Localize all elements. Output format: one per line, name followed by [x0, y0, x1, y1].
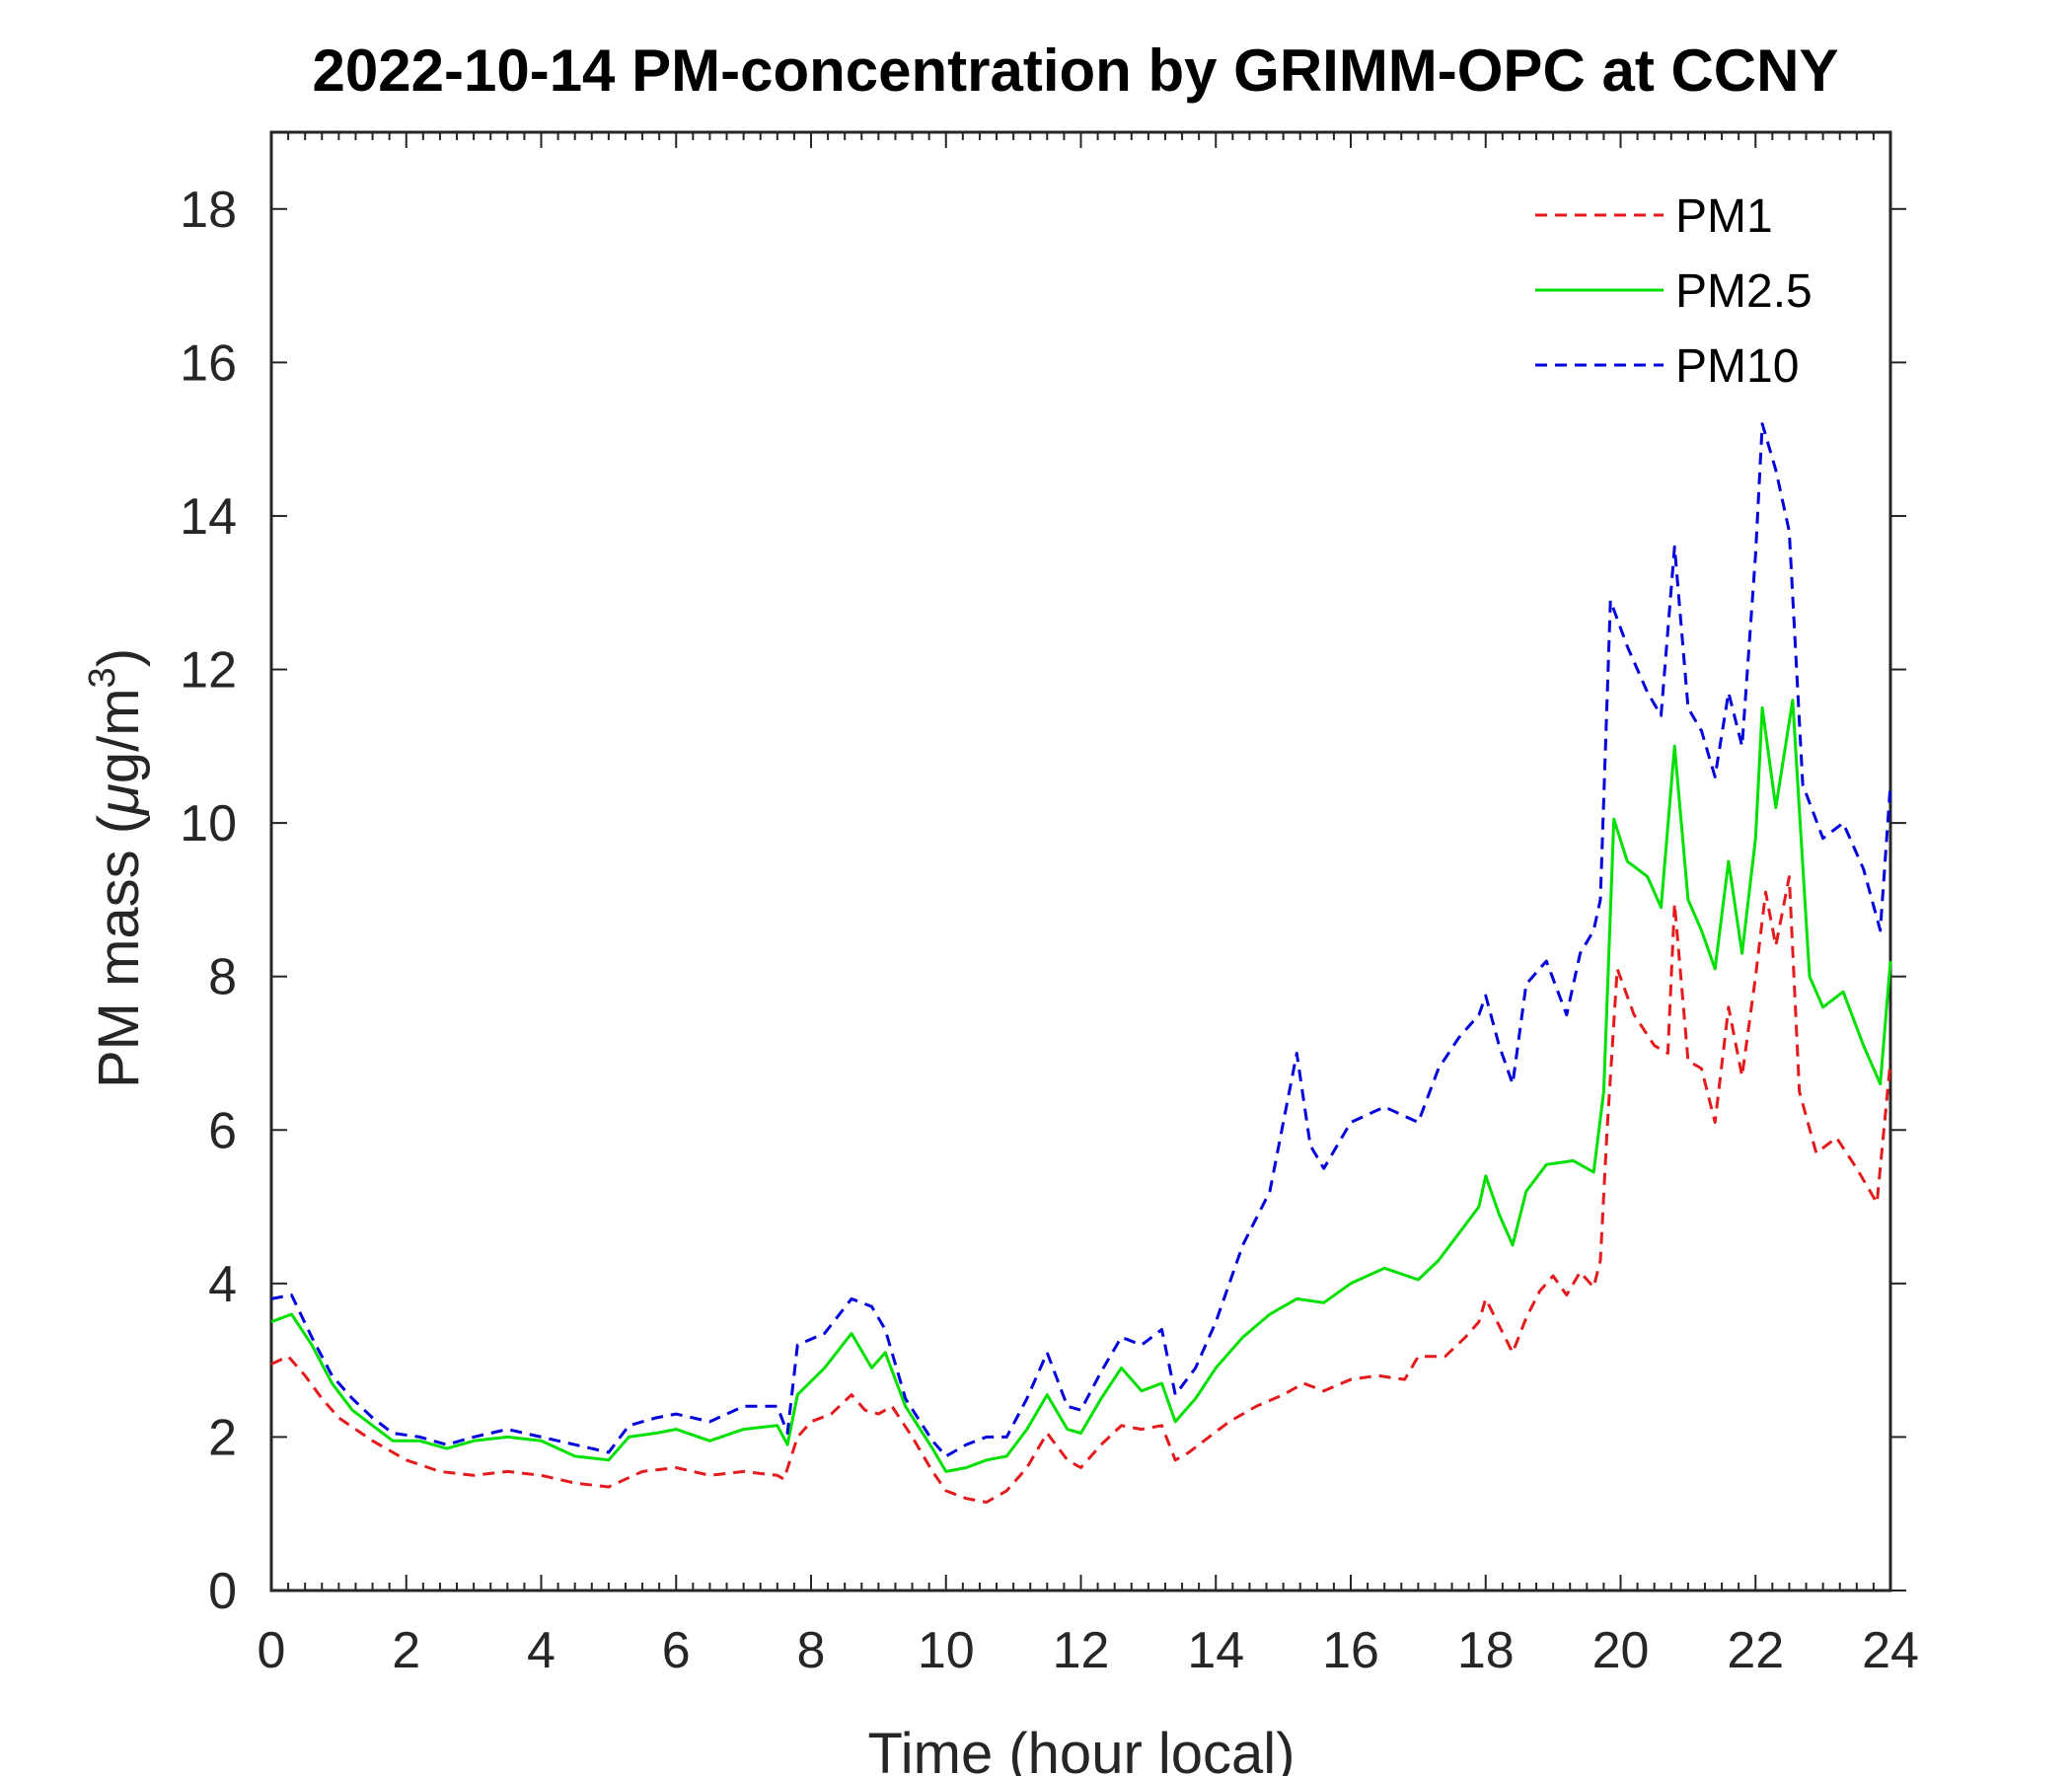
y-axis-label-close: ) [87, 648, 151, 667]
series-line-pm10 [270, 422, 1892, 1458]
x-tick-label: 4 [527, 1622, 555, 1679]
y-tick-label: 12 [180, 642, 237, 700]
y-tick-label: 4 [208, 1256, 237, 1313]
x-tick-label: 12 [1053, 1622, 1110, 1679]
series-lines [270, 422, 1892, 1504]
legend-label: PM10 [1675, 340, 1799, 393]
x-tick-labels: 0 2 4 6 8 10 12 14 16 18 20 22 24 [258, 1622, 1919, 1679]
x-tick-label: 14 [1187, 1622, 1244, 1679]
y-axis-label-exponent: 3 [82, 667, 123, 688]
x-tick-label: 24 [1862, 1622, 1919, 1679]
x-axis-label: Time (hour local) [868, 1722, 1295, 1776]
y-tick-label: 0 [208, 1563, 237, 1620]
legend: PM1 PM2.5 PM10 [1535, 190, 1813, 393]
x-tick-label: 18 [1457, 1622, 1515, 1679]
y-tick-label: 16 [180, 334, 237, 392]
x-tick-label: 10 [918, 1622, 975, 1679]
axis-ticks [270, 132, 1906, 1591]
y-tick-label: 10 [180, 795, 237, 852]
x-tick-label: 6 [662, 1622, 691, 1679]
x-tick-label: 8 [797, 1622, 826, 1679]
y-tick-label: 14 [180, 488, 237, 546]
y-tick-label: 6 [208, 1102, 237, 1159]
x-tick-label: 20 [1592, 1622, 1650, 1679]
x-tick-label: 0 [258, 1622, 286, 1679]
x-tick-label: 16 [1322, 1622, 1379, 1679]
series-line-pm1 [270, 875, 1892, 1504]
series-line-pm25 [270, 699, 1892, 1473]
legend-label: PM2.5 [1675, 265, 1813, 318]
legend-label: PM1 [1675, 190, 1773, 243]
y-tick-labels: 0 2 4 6 8 10 12 14 16 18 [180, 182, 237, 1620]
chart-title: 2022-10-14 PM-concentration by GRIMM-OPC… [313, 37, 1839, 104]
y-tick-label: 2 [208, 1409, 237, 1466]
y-axis-label: PM mass (μg/m3) [82, 648, 151, 1088]
y-axis-label-mu: μ [87, 783, 151, 817]
y-axis-label-main: PM mass ( [87, 815, 151, 1088]
x-tick-label: 2 [392, 1622, 420, 1679]
y-tick-label: 8 [208, 949, 237, 1006]
y-axis-label-unit: g/m [87, 688, 151, 783]
x-tick-label: 22 [1727, 1622, 1784, 1679]
y-tick-label: 18 [180, 182, 237, 239]
